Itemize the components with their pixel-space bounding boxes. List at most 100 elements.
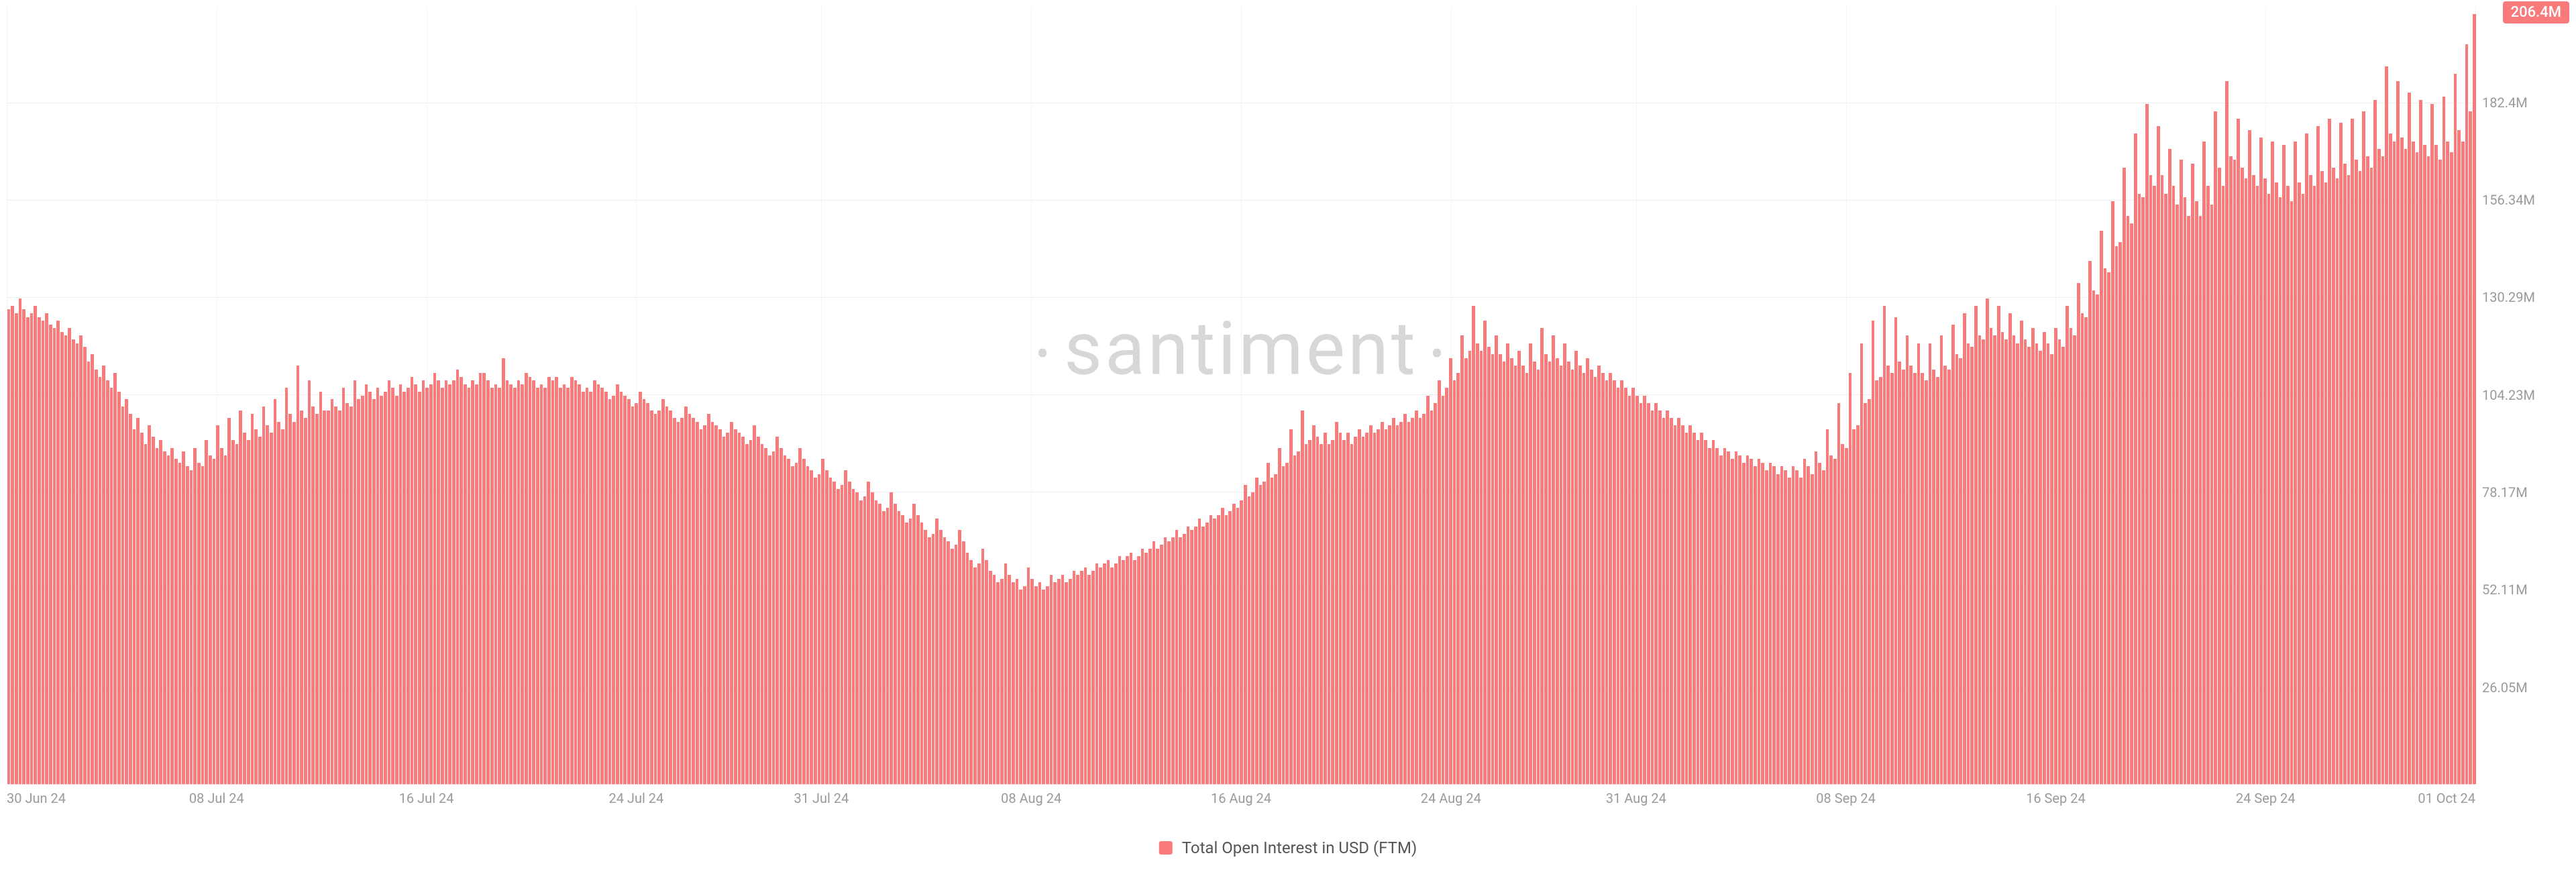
bar bbox=[802, 459, 806, 784]
bar bbox=[593, 380, 596, 784]
bar bbox=[1822, 470, 1825, 784]
bar bbox=[841, 485, 844, 784]
bar bbox=[757, 437, 760, 784]
x-tick-label: 31 Aug 24 bbox=[1606, 790, 1666, 806]
bar bbox=[1499, 354, 1502, 784]
bar bbox=[193, 448, 197, 784]
bar bbox=[2153, 186, 2156, 784]
bar bbox=[1305, 444, 1308, 784]
bar bbox=[331, 399, 334, 784]
bar bbox=[1571, 370, 1574, 785]
bar bbox=[136, 418, 140, 784]
bar bbox=[342, 388, 345, 784]
bar bbox=[1514, 366, 1517, 784]
bar bbox=[1784, 470, 1787, 784]
bar bbox=[1339, 433, 1342, 784]
bar bbox=[1601, 373, 1605, 784]
bar bbox=[56, 321, 60, 784]
bar bbox=[738, 433, 741, 784]
bar bbox=[1795, 470, 1799, 784]
bar bbox=[2077, 283, 2080, 784]
bar bbox=[1925, 380, 1928, 784]
bar bbox=[182, 451, 185, 784]
bar bbox=[1369, 425, 1373, 784]
bar bbox=[201, 466, 205, 784]
bar bbox=[1114, 563, 1118, 784]
bar bbox=[1685, 433, 1688, 784]
bar bbox=[1205, 523, 1209, 784]
bar bbox=[174, 459, 178, 784]
bar bbox=[227, 418, 231, 784]
bar bbox=[2362, 111, 2365, 784]
plot-area: •santiment• bbox=[7, 7, 2475, 785]
bar bbox=[152, 437, 155, 784]
bar bbox=[529, 377, 532, 784]
bar bbox=[425, 388, 429, 784]
bar bbox=[1388, 425, 1391, 784]
bar bbox=[2206, 186, 2210, 784]
bar bbox=[784, 455, 787, 784]
bar bbox=[1167, 541, 1171, 784]
bar bbox=[247, 440, 250, 784]
bar bbox=[1278, 448, 1281, 784]
bar bbox=[578, 384, 581, 784]
y-tick-label: 156.34M bbox=[2482, 192, 2569, 208]
bar bbox=[15, 313, 18, 784]
bar bbox=[1148, 549, 1152, 784]
bar bbox=[2016, 343, 2019, 785]
bar bbox=[1236, 508, 1240, 784]
bar bbox=[441, 388, 444, 784]
bar bbox=[411, 377, 414, 784]
bar bbox=[327, 411, 330, 784]
bar bbox=[966, 553, 969, 784]
bar bbox=[909, 519, 912, 784]
bar bbox=[2256, 186, 2259, 784]
bar bbox=[543, 388, 547, 784]
bar bbox=[1095, 563, 1099, 784]
bar bbox=[148, 425, 151, 784]
bar bbox=[1171, 537, 1175, 784]
bar bbox=[1225, 515, 1228, 784]
bar bbox=[1308, 440, 1311, 784]
bar bbox=[1510, 358, 1513, 784]
bar bbox=[1110, 567, 1114, 784]
bar bbox=[1837, 403, 1841, 784]
bar bbox=[72, 339, 75, 784]
bar bbox=[1251, 492, 1254, 784]
bar bbox=[2396, 81, 2400, 784]
bar bbox=[1723, 448, 1727, 784]
bar bbox=[973, 567, 977, 784]
bar bbox=[1613, 380, 1616, 784]
bar bbox=[1628, 396, 1631, 785]
bar bbox=[1986, 298, 1989, 784]
bar bbox=[608, 399, 612, 784]
bar bbox=[559, 388, 562, 784]
bar bbox=[1662, 418, 1666, 784]
bar bbox=[2127, 216, 2130, 784]
bar bbox=[22, 309, 25, 784]
bar bbox=[1544, 354, 1548, 784]
bar bbox=[722, 437, 726, 784]
x-tick-label: 16 Aug 24 bbox=[1211, 790, 1271, 806]
legend: Total Open Interest in USD (FTM) bbox=[1159, 838, 1417, 857]
bar bbox=[1328, 444, 1331, 784]
bar bbox=[2324, 182, 2328, 784]
bar bbox=[399, 384, 402, 784]
bar bbox=[42, 321, 45, 784]
bar bbox=[2461, 142, 2465, 784]
bar bbox=[810, 470, 813, 784]
bar bbox=[26, 317, 30, 785]
bar bbox=[1053, 582, 1057, 784]
bar bbox=[1122, 560, 1125, 784]
bar bbox=[2145, 104, 2149, 784]
bar bbox=[433, 373, 437, 784]
bar bbox=[270, 433, 273, 784]
bar bbox=[878, 504, 881, 784]
bar bbox=[1050, 575, 1053, 784]
bar bbox=[1396, 425, 1399, 784]
bar bbox=[2187, 216, 2190, 784]
bar bbox=[1460, 335, 1464, 784]
bar bbox=[643, 399, 646, 784]
bar bbox=[2054, 328, 2057, 784]
bar bbox=[2081, 313, 2084, 784]
